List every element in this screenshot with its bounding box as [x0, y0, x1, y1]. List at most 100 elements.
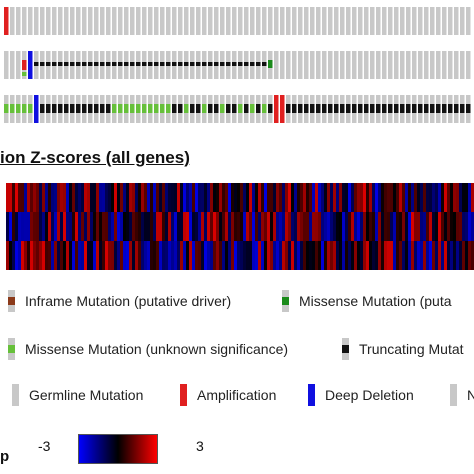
truncating-cell	[82, 62, 87, 66]
heatmap-cell	[99, 212, 102, 241]
heatmap-cell	[453, 241, 456, 270]
heatmap-cell	[276, 241, 279, 270]
mutation-cell	[40, 104, 45, 113]
legend-label: Amplification	[197, 387, 277, 403]
heatmap-cell	[156, 183, 159, 212]
heatmap-cell	[396, 241, 399, 270]
heatmap-cell	[96, 241, 99, 270]
heatmap-cell	[252, 212, 255, 241]
track-cell	[298, 7, 303, 35]
heatmap-cell	[387, 183, 390, 212]
heatmap-cell	[72, 241, 75, 270]
mutation-cell	[268, 104, 273, 113]
heatmap-cell	[396, 212, 399, 241]
heatmap-cell	[342, 183, 345, 212]
missense-driver-swatch	[282, 290, 289, 312]
heatmap-cell	[276, 212, 279, 241]
heatmap-cell	[141, 212, 144, 241]
heatmap-cell	[162, 241, 165, 270]
legend-item-inframe-driver: Inframe Mutation (putative driver)	[8, 290, 231, 312]
heatmap-cell	[18, 212, 21, 241]
heatmap-cell	[228, 212, 231, 241]
heatmap-cell	[411, 241, 414, 270]
truncating-mutation-swatch	[342, 338, 349, 360]
truncating-cell	[118, 62, 123, 66]
heatmap-cell	[243, 183, 246, 212]
heatmap-cell	[153, 183, 156, 212]
heatmap-cell	[129, 241, 132, 270]
heatmap-cell	[60, 241, 63, 270]
heatmap-cell	[411, 183, 414, 212]
track-cell	[454, 51, 459, 79]
mutation-cell	[148, 104, 153, 113]
heatmap-cell	[183, 183, 186, 212]
heatmap-cell	[15, 183, 18, 212]
heatmap-cell	[216, 183, 219, 212]
heatmap-cell	[390, 183, 393, 212]
heatmap-cell	[417, 183, 420, 212]
heatmap-cell	[339, 241, 342, 270]
heatmap-cell	[141, 183, 144, 212]
heatmap-cell	[399, 212, 402, 241]
track-cell	[448, 51, 453, 79]
heatmap-cell	[384, 241, 387, 270]
heatmap-cell	[66, 241, 69, 270]
mutation-cell	[424, 104, 429, 113]
truncating-cell	[232, 62, 237, 66]
mutation-cell	[178, 104, 183, 113]
heatmap-cell	[258, 183, 261, 212]
heatmap-cell	[63, 212, 66, 241]
heatmap-cell	[198, 212, 201, 241]
track-cell	[280, 51, 285, 79]
heatmap-cell	[45, 212, 48, 241]
truncating-cell	[136, 62, 141, 66]
heatmap-cell	[306, 241, 309, 270]
heatmap-cell	[69, 212, 72, 241]
heatmap-cell	[138, 212, 141, 241]
legend-item-missense-driver: Missense Mutation (puta	[282, 290, 452, 312]
mutation-cell	[22, 104, 27, 113]
heatmap-cell	[330, 241, 333, 270]
track-1-cells	[4, 7, 471, 35]
heatmap-cell	[207, 212, 210, 241]
mutation-cell	[130, 104, 135, 113]
legend-label: N	[467, 387, 474, 403]
mutation-cell	[52, 104, 57, 113]
heatmap-cell	[234, 241, 237, 270]
heatmap-cell	[21, 241, 24, 270]
heatmap-cell	[180, 183, 183, 212]
track-cell	[376, 7, 381, 35]
heatmap-cell	[333, 183, 336, 212]
mutation-cell	[106, 104, 111, 113]
heatmap-cell	[174, 241, 177, 270]
track-cell	[106, 7, 111, 35]
heatmap-cell	[456, 212, 459, 241]
heatmap-cell	[54, 183, 57, 212]
heatmap-cell	[468, 241, 471, 270]
truncating-cell	[196, 62, 201, 66]
heatmap-cell	[156, 241, 159, 270]
heatmap-cell	[324, 241, 327, 270]
heatmap-cell	[66, 183, 69, 212]
heatmap-cell	[201, 212, 204, 241]
heatmap-cell	[156, 212, 159, 241]
heatmap-cell	[21, 212, 24, 241]
heatmap-cell	[30, 183, 33, 212]
mutation-cell	[94, 104, 99, 113]
heatmap-cell	[6, 183, 9, 212]
heatmap-cell	[186, 212, 189, 241]
heatmap-cell	[369, 183, 372, 212]
track-cell	[70, 7, 75, 35]
heatmap-cell	[429, 212, 432, 241]
mutation-cell	[112, 104, 117, 113]
heatmap-cell	[87, 212, 90, 241]
heatmap-cell	[381, 212, 384, 241]
heatmap-cell	[201, 241, 204, 270]
heatmap-cell	[354, 241, 357, 270]
mutation-cell	[370, 104, 375, 113]
track-cell	[328, 51, 333, 79]
truncating-cell	[106, 62, 111, 66]
heatmap-cell	[402, 212, 405, 241]
heatmap-cell	[180, 212, 183, 241]
heatmap-cell	[36, 183, 39, 212]
